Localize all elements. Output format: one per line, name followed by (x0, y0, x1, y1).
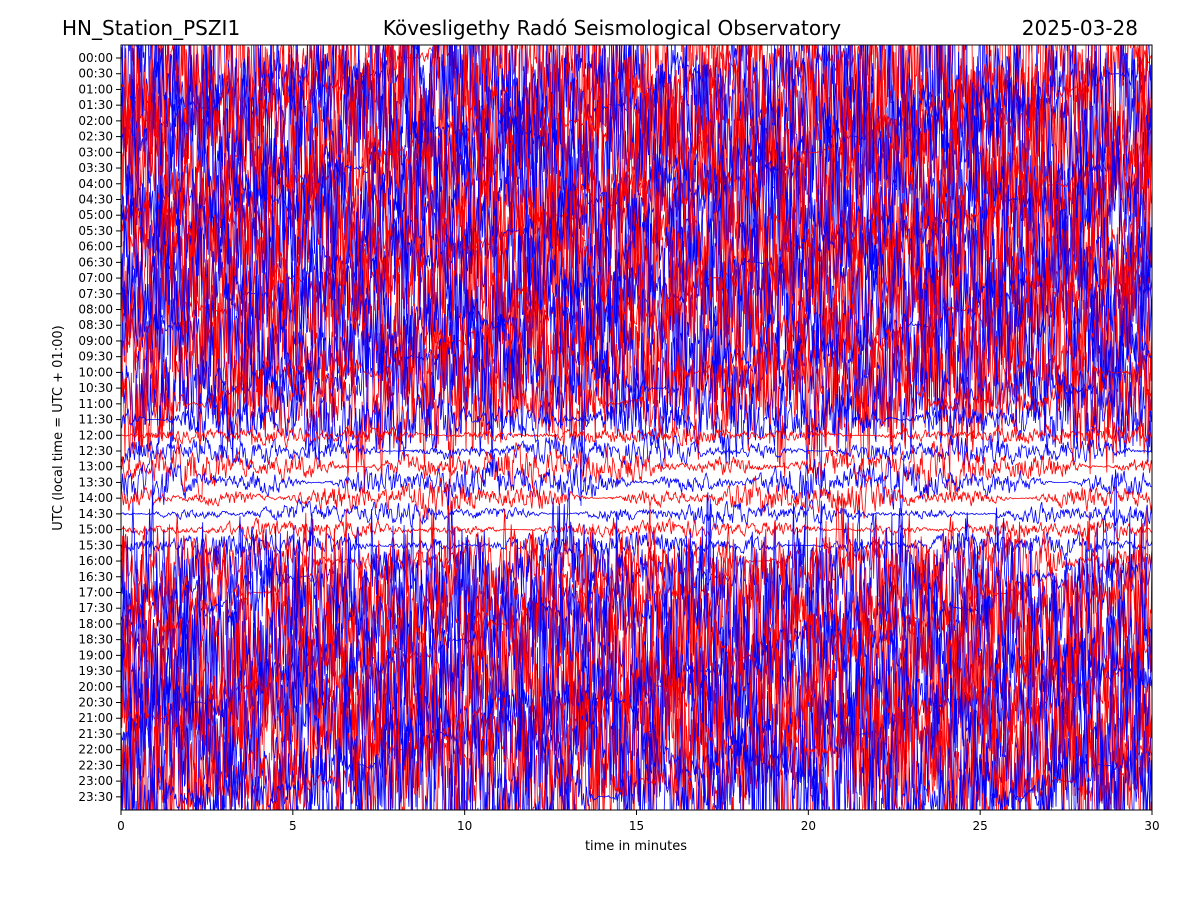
y-tick-label: 08:30 (78, 318, 113, 332)
y-tick-label: 23:30 (78, 790, 113, 804)
y-tick-label: 14:30 (78, 507, 113, 521)
trace-row (121, 437, 1152, 500)
x-tick-label: 20 (801, 819, 816, 833)
y-tick-label: 09:00 (78, 334, 113, 348)
trace-row (121, 474, 1152, 521)
y-tick-label: 01:00 (78, 82, 113, 96)
y-tick-label: 15:00 (78, 523, 113, 537)
y-tick-label: 16:30 (78, 570, 113, 584)
y-tick-label: 16:00 (78, 554, 113, 568)
y-tick-label: 20:00 (78, 680, 113, 694)
x-tick-label: 10 (457, 819, 472, 833)
y-tick-label: 10:30 (78, 381, 113, 395)
y-tick-label: 07:00 (78, 271, 113, 285)
y-tick-label: 19:30 (78, 664, 113, 678)
y-tick-label: 05:00 (78, 208, 113, 222)
trace-row (121, 275, 1152, 477)
trace-row (121, 609, 1152, 810)
y-tick-label: 12:00 (78, 428, 113, 442)
trace-row (121, 516, 1152, 543)
y-tick-label: 08:00 (78, 303, 113, 317)
y-tick-label: 17:00 (78, 585, 113, 599)
trace-row (121, 370, 1152, 468)
y-tick-label: 10:00 (78, 365, 113, 379)
y-tick-label: 06:30 (78, 255, 113, 269)
y-tick-label: 03:30 (78, 161, 113, 175)
y-tick-label: 21:30 (78, 727, 113, 741)
y-tick-label: 18:00 (78, 617, 113, 631)
x-axis: 0 5 10 15 20 25 30 (117, 810, 1160, 833)
y-tick-label: 19:00 (78, 648, 113, 662)
y-tick-label: 02:30 (78, 130, 113, 144)
observatory-title: Kövesligethy Radó Seismological Observat… (383, 16, 841, 40)
x-tick-label: 0 (117, 819, 125, 833)
x-axis-label: time in minutes (585, 839, 687, 854)
y-tick-label: 21:00 (78, 711, 113, 725)
trace-row (121, 97, 1152, 355)
trace-row (121, 432, 1152, 471)
x-tick-label: 30 (1144, 819, 1159, 833)
seismic-traces (121, 45, 1152, 810)
y-tick-label: 22:30 (78, 758, 113, 772)
y-tick-label: 13:00 (78, 460, 113, 474)
y-tick-label: 11:30 (78, 413, 113, 427)
x-tick-label: 15 (629, 819, 644, 833)
x-tick-label: 5 (289, 819, 297, 833)
y-tick-label: 18:30 (78, 633, 113, 647)
y-tick-label: 23:00 (78, 774, 113, 788)
y-axis-label: UTC (local time = UTC + 01:00) (51, 325, 66, 530)
trace-row (121, 423, 1152, 449)
trace-row (121, 497, 1152, 529)
x-tick-label: 25 (973, 819, 988, 833)
y-tick-label: 02:00 (78, 114, 113, 128)
y-tick-label: 14:00 (78, 491, 113, 505)
y-tick-label: 00:30 (78, 67, 113, 81)
y-tick-label: 04:00 (78, 177, 113, 191)
y-tick-label: 17:30 (78, 601, 113, 615)
y-tick-label: 22:00 (78, 743, 113, 757)
trace-row (121, 314, 1152, 495)
y-tick-label: 04:30 (78, 192, 113, 206)
trace-row (121, 450, 1152, 516)
y-tick-label: 11:00 (78, 397, 113, 411)
y-tick-label: 01:30 (78, 98, 113, 112)
y-tick-label: 09:30 (78, 350, 113, 364)
y-tick-label: 00:00 (78, 51, 113, 65)
trace-row (122, 644, 1152, 810)
trace-row (121, 660, 1152, 810)
y-tick-label: 05:30 (78, 224, 113, 238)
station-title: HN_Station_PSZI1 (62, 16, 240, 40)
date-title: 2025-03-28 (1022, 16, 1138, 40)
y-tick-label: 20:30 (78, 696, 113, 710)
y-tick-label: 13:30 (78, 475, 113, 489)
y-tick-label: 06:00 (78, 240, 113, 254)
trace-row (121, 223, 1152, 506)
trace-row (121, 530, 1152, 561)
y-tick-label: 12:30 (78, 444, 113, 458)
y-tick-label: 07:30 (78, 287, 113, 301)
y-tick-label: 15:30 (78, 538, 113, 552)
y-tick-label: 03:00 (78, 145, 113, 159)
